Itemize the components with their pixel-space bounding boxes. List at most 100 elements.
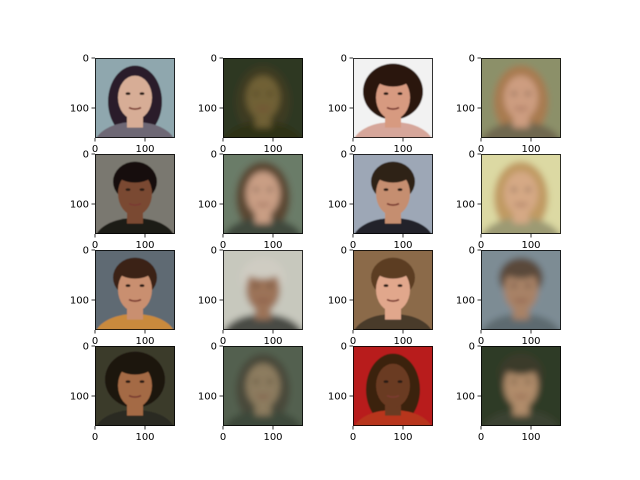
shirt-shape [224, 122, 302, 138]
y-tick-label: 100 [328, 200, 347, 211]
face-shape [118, 267, 152, 312]
face-image [481, 250, 561, 330]
x-tick-label: 100 [393, 432, 412, 443]
mouth [128, 106, 142, 110]
y-tick-label: 0 [341, 54, 347, 65]
panel-2-3: 0 100 0 100 [456, 246, 561, 347]
y-tick-label: 0 [341, 150, 347, 161]
y-tick-label: 0 [341, 246, 347, 257]
y-tick-label: 100 [70, 200, 89, 211]
shirt-shape [482, 410, 560, 426]
face-image [95, 346, 175, 426]
x-tick-label: 100 [263, 432, 282, 443]
axes-frame [95, 154, 175, 234]
y-tick-label: 100 [456, 392, 475, 403]
panel-grid: 0 100 0 100 0 100 0 100 0 100 0 100 0 100 0 100 0 100 0 100… [70, 54, 561, 443]
panel-3-0: 0 100 0 100 [70, 342, 175, 443]
x-tick-label: 100 [521, 144, 540, 155]
y-tick-label: 0 [83, 150, 89, 161]
panel-0-1: 0 100 0 100 [198, 54, 303, 155]
fringe-shape [504, 262, 538, 279]
shirt-shape [354, 122, 432, 138]
y-tick-label: 0 [211, 342, 217, 353]
x-tick-label: 0 [350, 240, 356, 251]
y-tick-label: 100 [456, 200, 475, 211]
y-tick-label: 0 [469, 342, 475, 353]
fringe-shape [118, 358, 152, 375]
right-eye [525, 92, 531, 95]
y-tick-label: 100 [198, 200, 217, 211]
y-tick-label: 0 [469, 150, 475, 161]
face-image [481, 346, 561, 426]
mouth [386, 202, 400, 206]
x-tick-label: 100 [521, 432, 540, 443]
face-shape [118, 75, 152, 120]
face-image [353, 346, 433, 426]
x-tick-label: 100 [135, 240, 154, 251]
x-tick-label: 0 [92, 336, 98, 347]
x-tick-label: 100 [393, 336, 412, 347]
left-eye [253, 188, 259, 192]
x-tick-label: 0 [220, 432, 226, 443]
fringe-shape [118, 262, 152, 279]
panel-1-3: 0 100 0 100 [456, 150, 561, 251]
x-tick-label: 0 [220, 240, 226, 251]
axes-frame [353, 58, 433, 138]
x-tick-label: 100 [521, 240, 540, 251]
mouth [514, 394, 528, 398]
panel-1-1: 0 100 0 100 [198, 150, 303, 251]
shirt-shape [96, 122, 174, 138]
x-tick-label: 100 [393, 240, 412, 251]
right-eye [267, 92, 273, 95]
fringe-shape [504, 358, 538, 375]
x-tick-label: 100 [135, 144, 154, 155]
axes-frame [353, 346, 433, 426]
face-shape [504, 171, 538, 216]
shirt-shape [96, 218, 174, 234]
left-eye [125, 92, 131, 95]
face-shape [246, 267, 280, 312]
fringe-shape [246, 262, 280, 279]
right-eye [139, 284, 145, 287]
panel-2-1: 0 100 0 100 [198, 246, 303, 347]
face-shape [376, 363, 410, 408]
face-shape [504, 75, 538, 120]
left-eye [253, 284, 259, 287]
panel-0-2: 0 100 0 100 [328, 54, 433, 155]
face-shape [376, 171, 410, 216]
mouth [514, 202, 528, 206]
right-eye [525, 284, 531, 287]
panel-3-2: 0 100 0 100 [328, 342, 433, 443]
axes-frame [223, 154, 303, 234]
panel-1-2: 0 100 0 100 [328, 150, 433, 251]
face-image [353, 154, 433, 234]
x-tick-label: 0 [92, 240, 98, 251]
mouth [128, 202, 142, 206]
y-tick-label: 0 [83, 342, 89, 353]
axes-frame [95, 58, 175, 138]
axes-frame [353, 250, 433, 330]
face-image [353, 250, 433, 330]
fringe-shape [376, 166, 410, 183]
face-shape [376, 267, 410, 312]
right-eye [267, 380, 273, 383]
axes-frame [481, 58, 561, 138]
panel-2-0: 0 100 0 100 [70, 246, 175, 347]
shirt-shape [224, 218, 302, 234]
y-tick-label: 100 [456, 104, 475, 115]
face-image [95, 58, 175, 138]
mouth [386, 394, 400, 398]
panel-0-3: 0 100 0 100 [456, 54, 561, 155]
x-tick-label: 0 [478, 240, 484, 251]
left-eye [511, 380, 517, 383]
left-eye [511, 284, 517, 287]
axes-frame [223, 58, 303, 138]
face-image [223, 346, 303, 426]
right-eye [139, 380, 145, 383]
right-eye [139, 188, 145, 192]
x-tick-label: 0 [350, 144, 356, 155]
axes-frame [481, 154, 561, 234]
right-eye [525, 380, 531, 383]
x-tick-label: 0 [478, 432, 484, 443]
